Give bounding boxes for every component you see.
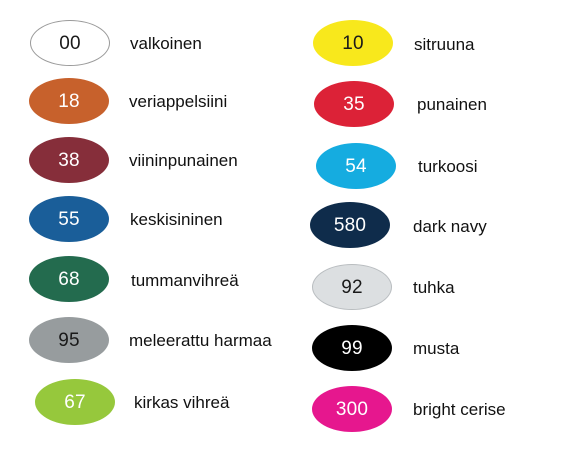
color-code-label: 92 <box>341 276 363 298</box>
color-name-label: musta <box>413 339 460 358</box>
color-swatch-300: 300 <box>312 386 392 432</box>
color-code-label: 95 <box>58 329 80 351</box>
color-swatch-18: 18 <box>29 78 109 124</box>
color-name-label: kirkas vihreä <box>134 393 230 412</box>
color-code-label: 67 <box>64 391 86 413</box>
color-name-label: viininpunainen <box>129 151 238 170</box>
color-swatch-55: 55 <box>29 196 109 242</box>
color-swatch-580: 580 <box>310 202 390 248</box>
color-swatch-35: 35 <box>314 81 394 127</box>
color-name-label: keskisininen <box>130 210 223 229</box>
color-code-label: 68 <box>58 268 80 290</box>
color-code-label: 300 <box>335 398 369 420</box>
color-swatch-67: 67 <box>35 379 115 425</box>
color-swatch-00: 00 <box>30 20 110 66</box>
color-name-label: dark navy <box>413 217 487 236</box>
color-swatch-10: 10 <box>313 20 393 66</box>
color-code-label: 38 <box>58 149 80 171</box>
color-name-label: sitruuna <box>414 35 475 54</box>
color-code-label: 55 <box>58 208 80 230</box>
color-code-label: 35 <box>343 93 365 115</box>
color-name-label: veriappelsiini <box>129 92 228 111</box>
color-code-label: 10 <box>342 32 364 54</box>
color-name-label: meleerattu harmaa <box>129 331 272 350</box>
color-name-label: punainen <box>417 95 487 114</box>
color-name-label: turkoosi <box>418 157 478 176</box>
color-code-label: 580 <box>333 214 367 236</box>
color-code-label: 00 <box>59 32 81 54</box>
color-name-label: bright cerise <box>413 400 506 419</box>
color-swatch-92: 92 <box>312 264 392 310</box>
color-code-label: 99 <box>341 337 363 359</box>
color-swatch-95: 95 <box>29 317 109 363</box>
color-name-label: tuhka <box>413 278 455 297</box>
color-swatch-38: 38 <box>29 137 109 183</box>
color-swatch-54: 54 <box>316 143 396 189</box>
color-code-label: 54 <box>345 155 367 177</box>
color-name-label: valkoinen <box>130 34 202 53</box>
color-code-label: 18 <box>58 90 80 112</box>
color-name-label: tummanvihreä <box>131 271 239 290</box>
color-swatch-68: 68 <box>29 256 109 302</box>
color-swatch-99: 99 <box>312 325 392 371</box>
